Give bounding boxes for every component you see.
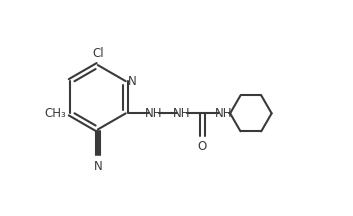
Text: NH: NH (215, 107, 232, 120)
Text: CH₃: CH₃ (44, 107, 66, 120)
Text: N: N (94, 160, 102, 173)
Text: N: N (128, 75, 137, 88)
Text: O: O (198, 140, 207, 153)
Text: NH: NH (173, 107, 190, 120)
Text: NH: NH (145, 107, 162, 120)
Text: Cl: Cl (92, 47, 104, 60)
